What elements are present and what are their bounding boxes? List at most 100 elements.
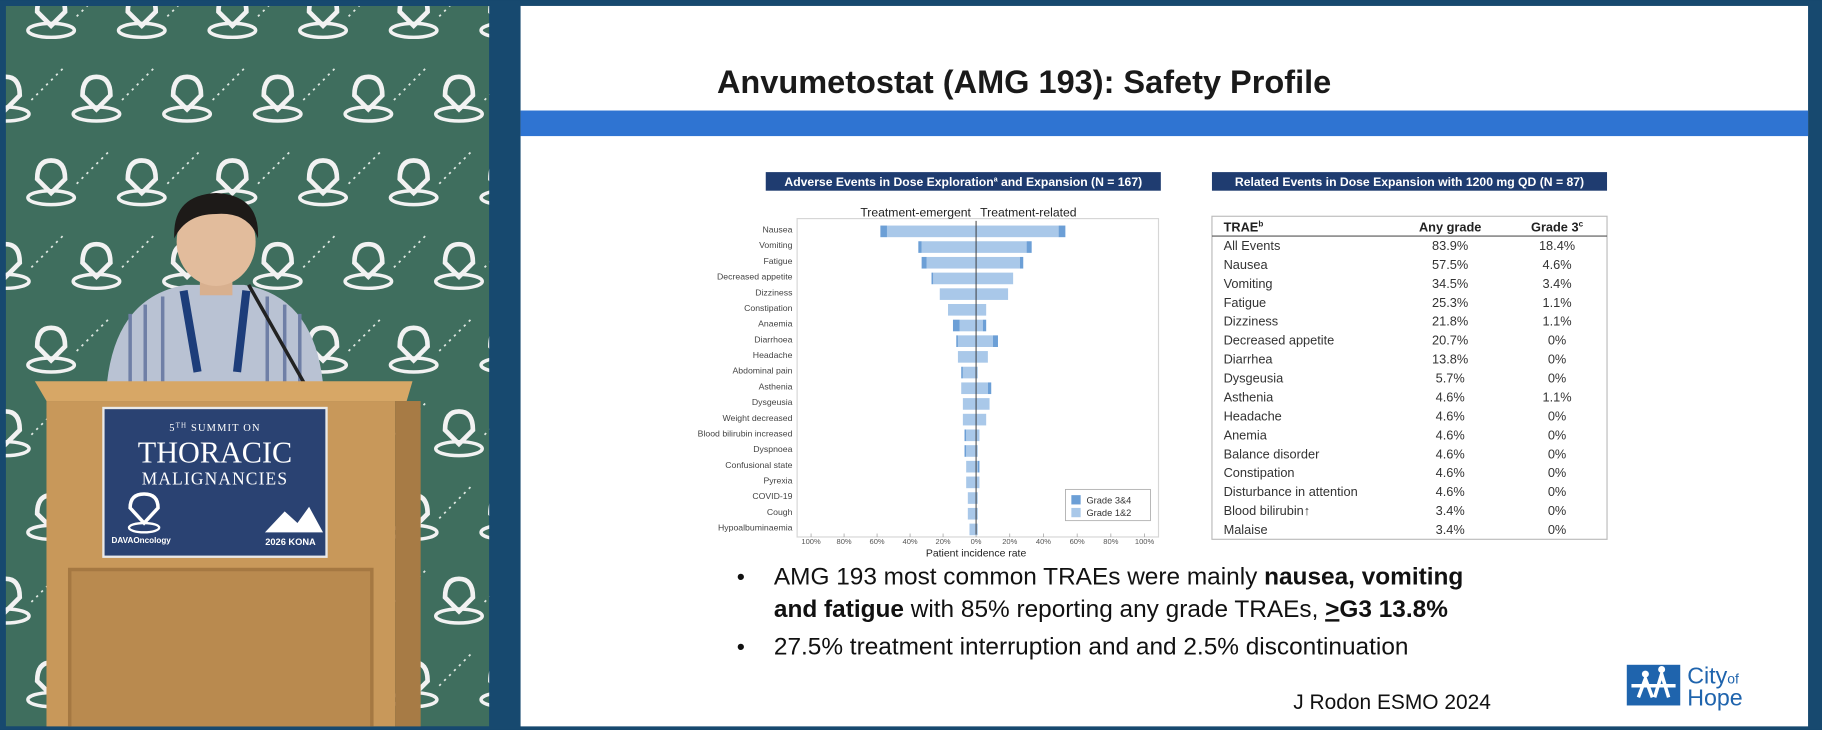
bar-grade-3-4	[952, 319, 960, 332]
backdrop-dots	[393, 66, 428, 101]
backdrop-dots	[438, 317, 473, 352]
bar-grade-1-2	[976, 288, 1009, 300]
bar-grade-3-4	[918, 241, 922, 253]
category-label: Hypoalbuminaemia	[718, 523, 793, 533]
header-text: Grade 3	[1531, 219, 1579, 234]
bar-grade-1-2	[966, 429, 977, 442]
bar-grade-1-2	[976, 413, 987, 426]
table-cell: 0%	[1548, 484, 1566, 499]
backdrop-logo	[125, 5, 159, 29]
shirt-stripes	[128, 296, 302, 384]
backdrop-logo-base	[434, 607, 484, 625]
table-body: TRAEb Any grade Grade 3c All Events 83.9% 18.…	[1224, 219, 1584, 537]
bar-grade-1-2	[976, 476, 980, 489]
x-tick-label: 0%	[971, 537, 982, 546]
citation: J Rodon ESMO 2024	[1293, 691, 1491, 714]
table-cell: 20.7%	[1432, 333, 1468, 348]
category-label: Diarrhoea	[754, 334, 792, 344]
bar-grade-1-2	[976, 225, 1059, 238]
table-cell: All Events	[1224, 238, 1281, 253]
category-label: Dizziness	[755, 287, 793, 297]
table-cell: Malaise	[1224, 522, 1268, 537]
backdrop-logo	[5, 576, 23, 615]
bar-grade-1-2	[976, 382, 988, 395]
backdrop-logo-base	[5, 607, 31, 625]
category-label: Vomiting	[759, 240, 793, 250]
video-content: 5TH SUMMIT ON THORACIC MALIGNANCIES DAVA…	[5, 5, 490, 727]
chart-title-sup: a	[994, 176, 998, 183]
backdrop-dots	[302, 66, 337, 101]
category-label: Dysgeusia	[752, 397, 793, 407]
bar-grade-1-2	[976, 366, 978, 379]
backdrop-logo	[442, 409, 476, 448]
backdrop-logo-base	[479, 692, 490, 707]
table-cell: 4.6%	[1436, 408, 1465, 423]
bullet-part: 27.5% treatment interruption and and 2.5…	[774, 633, 1409, 660]
bar-grade-1-2	[969, 523, 977, 536]
slide: Anvumetostat (AMG 193): Safety Profile A…	[520, 5, 1809, 727]
logo-text: Cityof	[1687, 662, 1739, 688]
table-header-cell: TRAEb	[1224, 219, 1264, 234]
header-text: TRAE	[1224, 219, 1259, 234]
table-cell: 0%	[1548, 352, 1566, 367]
x-tick-label: 100%	[801, 537, 821, 546]
backdrop-dots	[347, 317, 382, 352]
logo-hope: Hope	[1687, 684, 1743, 710]
category-label: Fatigue	[763, 256, 792, 266]
table-cell: 0%	[1548, 503, 1566, 518]
bar-grade-3-4	[964, 445, 967, 457]
bullet-dot: •	[737, 564, 745, 590]
table-cell: 0%	[1548, 446, 1566, 461]
bar-grade-1-2	[886, 225, 977, 238]
table	[1211, 215, 1608, 540]
backdrop-dots	[257, 5, 270, 18]
backdrop-logo	[5, 74, 23, 113]
table-title-box	[1211, 172, 1608, 191]
chart-title-box	[765, 172, 1161, 191]
table-cell: Constipation	[1224, 465, 1295, 480]
x-tick-label: 40%	[1036, 537, 1051, 546]
table-cell: Fatigue	[1224, 295, 1267, 310]
backdrop-logo-base	[26, 356, 77, 374]
backdrop-logo	[352, 241, 385, 280]
panel-label: Treatment-emergent	[860, 205, 971, 219]
bar-grade-1-2	[959, 319, 977, 332]
x-tick-label: 40%	[903, 537, 918, 546]
bullet-part: and fatigue	[774, 596, 904, 623]
table-cell: 0%	[1548, 522, 1566, 537]
x-axis-label: Patient incidence rate	[926, 549, 1027, 560]
bar-grade-1-2	[976, 429, 980, 442]
bar-grade-1-2	[976, 445, 978, 457]
microphone	[247, 283, 306, 385]
table-cell: 3.4%	[1543, 276, 1572, 291]
table-cell: 0%	[1548, 465, 1566, 480]
backdrop-dots	[76, 150, 110, 185]
backdrop-logo-base	[343, 105, 394, 123]
table-cell: 1.1%	[1543, 389, 1572, 404]
sign-event-logo	[264, 506, 324, 533]
table-cell: Nausea	[1224, 257, 1269, 272]
sign-line1: THORACIC	[138, 436, 292, 470]
table-header-cell: Any grade	[1419, 219, 1481, 234]
bullet-part: nausea, vomiting	[1264, 564, 1463, 591]
backdrop-logo-base	[5, 439, 31, 458]
table-cell: 4.6%	[1436, 484, 1465, 499]
category-label: Asthenia	[759, 381, 793, 391]
backdrop-logo-base	[298, 188, 349, 207]
backdrop-logo	[397, 325, 430, 364]
backdrop-logo-base	[116, 188, 167, 207]
backdrop-logo	[5, 241, 23, 280]
table-cell: Vomiting	[1224, 276, 1273, 291]
backdrop-logo	[80, 241, 113, 280]
bar-grade-1-2	[962, 366, 977, 379]
bar-grade-1-2	[948, 303, 977, 316]
backdrop-logo-base	[71, 105, 122, 123]
speaker-video: 5TH SUMMIT ON THORACIC MALIGNANCIES DAVA…	[5, 5, 490, 727]
podium-top	[34, 381, 413, 402]
bar-grade-1-2	[966, 460, 977, 473]
bar-grade-1-2	[976, 319, 983, 332]
logo-figures	[1631, 668, 1676, 698]
bullet-list: • AMG 193 most common TRAEs were mainly n…	[737, 564, 1464, 661]
chart-title-part: Adverse Events in Dose Exploration	[784, 175, 993, 189]
backdrop-logo-base	[26, 21, 77, 40]
